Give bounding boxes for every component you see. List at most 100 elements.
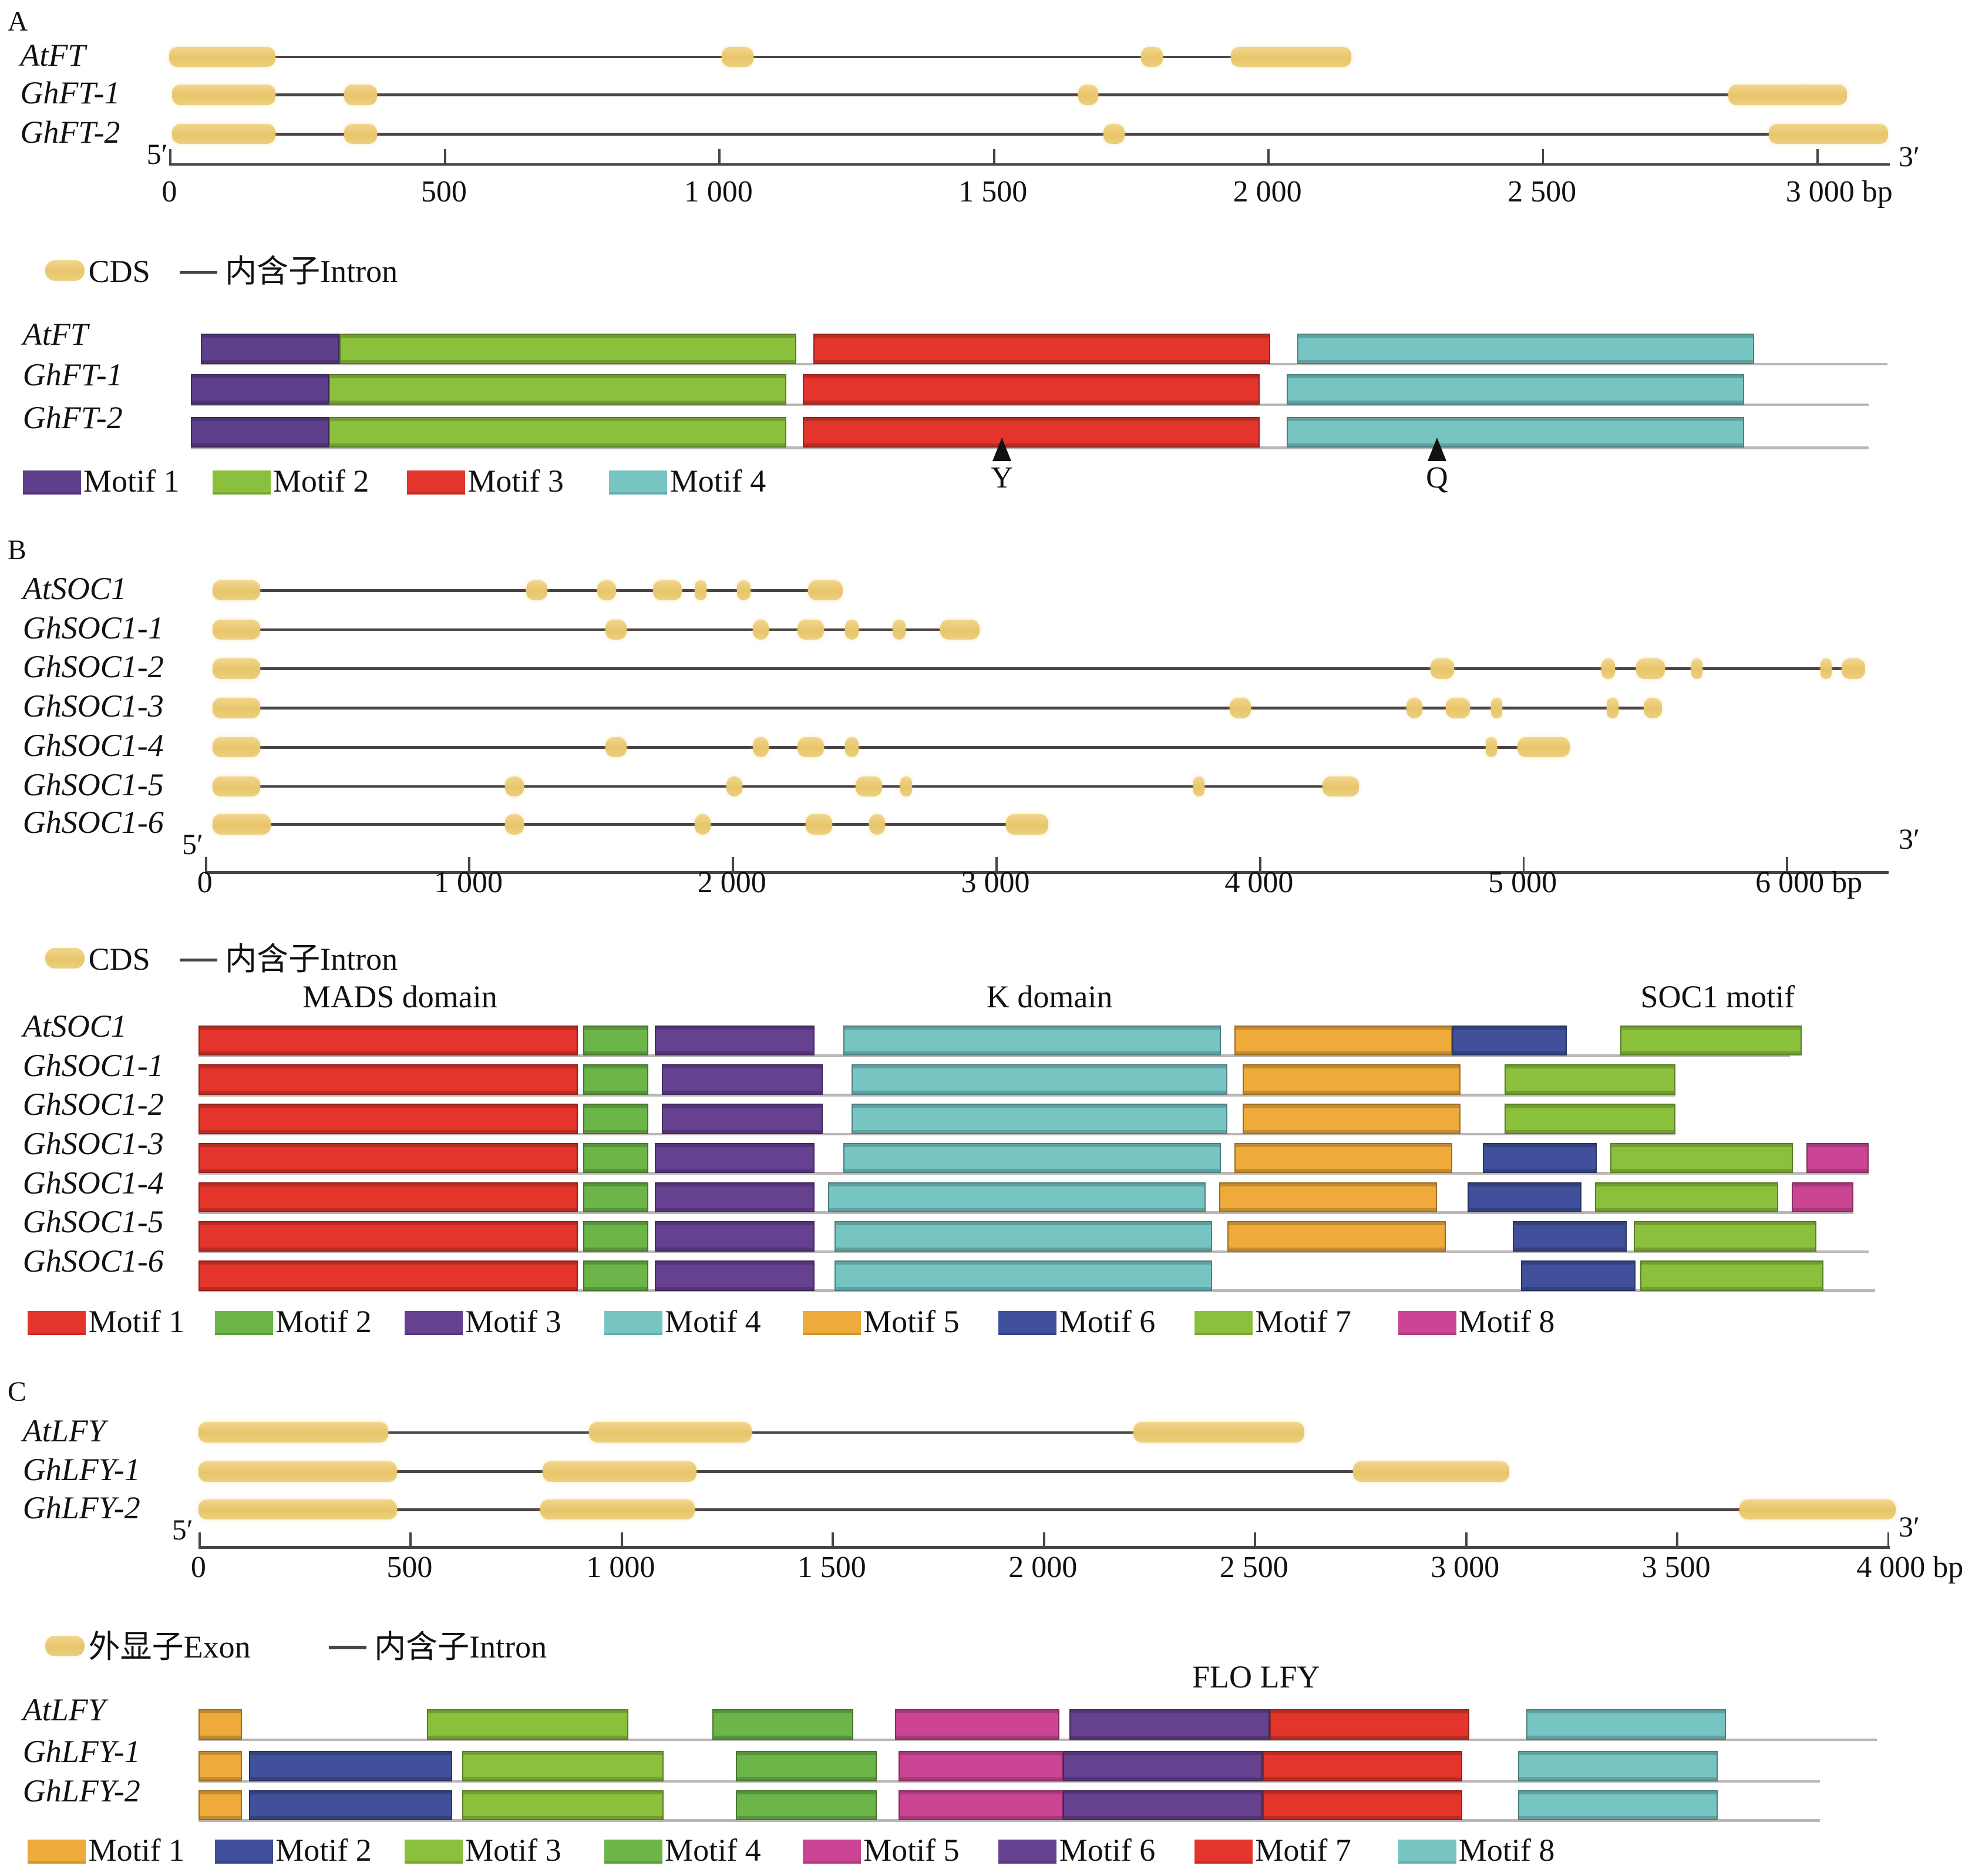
motif-2-block <box>583 1142 648 1174</box>
exon-block <box>605 737 627 758</box>
axis-tick-label: 0 <box>197 865 213 899</box>
motif-6-block <box>1467 1182 1582 1213</box>
intron-line <box>213 628 980 631</box>
exon-block <box>1607 698 1618 718</box>
gene-label: GhFT-1 <box>22 357 123 393</box>
motif-legend-swatch <box>1194 1311 1253 1335</box>
panel-letter: B <box>7 534 26 566</box>
motif-2-block <box>583 1064 648 1095</box>
gene-label: AtLFY <box>22 1692 106 1728</box>
exon-block <box>213 580 260 601</box>
exon-block <box>588 1422 752 1443</box>
exon-block <box>1728 85 1848 105</box>
exon-block <box>845 737 859 758</box>
domain-label: FLO LFY <box>1192 1659 1320 1695</box>
axis-tick-label: 4 000 <box>1224 865 1294 899</box>
exon-block <box>652 580 682 601</box>
motif-4-block <box>834 1260 1213 1291</box>
domain-label: K domain <box>986 979 1113 1015</box>
motif-legend-swatch <box>28 1311 86 1335</box>
exon-block <box>845 619 859 640</box>
motif-6-block <box>1482 1142 1597 1174</box>
exon-block <box>198 1461 397 1482</box>
motif-legend-swatch <box>998 1839 1057 1864</box>
motif-legend-label: Motif 2 <box>272 463 369 499</box>
domain-label: SOC1 motif <box>1640 979 1795 1015</box>
exon-block <box>797 737 825 758</box>
panel-letter: C <box>7 1376 26 1408</box>
axis-tick <box>1267 149 1270 164</box>
motif-5-block <box>1219 1182 1438 1213</box>
motif-1-block <box>198 1104 578 1134</box>
axis-tick-label: 0 <box>190 1551 206 1585</box>
exon-block <box>213 698 260 718</box>
axis-tick <box>443 149 446 164</box>
gene-label: GhSOC1-2 <box>22 649 164 685</box>
motif-legend-label: Motif 3 <box>465 1833 561 1868</box>
axis-tick <box>409 1532 412 1548</box>
exon-block <box>198 1499 397 1520</box>
motif-4-block <box>827 1182 1206 1213</box>
motif-legend-swatch <box>1398 1839 1456 1864</box>
motif-4-block <box>1297 334 1754 364</box>
motif-3-block <box>462 1790 664 1821</box>
motif-legend-swatch <box>214 1311 273 1335</box>
motif-2-block <box>583 1182 648 1213</box>
axis-tick-label: 3 000 bp <box>1785 175 1893 209</box>
motif-5-block <box>1234 1142 1453 1174</box>
motif-legend-label: Motif 4 <box>665 1833 761 1868</box>
axis-tick <box>1465 1532 1468 1548</box>
intron-line <box>213 707 1663 710</box>
exon-block <box>1485 737 1498 758</box>
intron-legend-label: 内含子Intron <box>225 253 398 289</box>
motif-3-block <box>655 1182 815 1213</box>
exon-legend-label: CDS <box>88 253 150 289</box>
exon-block <box>856 776 883 797</box>
gene-label: GhSOC1-1 <box>22 610 164 645</box>
motif-legend-label: Motif 1 <box>88 1833 185 1868</box>
protein-backbone <box>198 1780 1821 1783</box>
intron-legend-swatch <box>179 270 218 274</box>
motif-1-block <box>198 1182 578 1213</box>
motif-3-block <box>426 1709 628 1740</box>
exon-legend-label: 外显子Exon <box>88 1629 251 1665</box>
gene-label: GhSOC1-6 <box>22 805 164 840</box>
axis-tick <box>1542 149 1544 164</box>
panel-letter: A <box>7 5 28 37</box>
axis-tick-label: 1 000 <box>586 1551 655 1585</box>
motif-legend-swatch <box>802 1839 861 1864</box>
motif-legend-label: Motif 3 <box>467 463 564 499</box>
motif-legend-label: Motif 2 <box>275 1833 372 1868</box>
exon-block <box>1005 814 1048 835</box>
axis-tick <box>1522 857 1525 873</box>
gene-label: GhSOC1-1 <box>22 1047 164 1083</box>
motif-2-block <box>339 334 796 364</box>
motif-5-block <box>898 1751 1064 1781</box>
motif-4-block <box>851 1064 1228 1095</box>
intron-line <box>172 93 1848 96</box>
axis-tick-label: 5 000 <box>1488 865 1557 899</box>
motif-legend-label: Motif 5 <box>863 1304 960 1340</box>
exon-block <box>1406 698 1423 718</box>
motif-legend-label: Motif 8 <box>1458 1833 1555 1868</box>
axis-tick-label: 500 <box>386 1551 433 1585</box>
motif-5-block <box>1234 1025 1453 1056</box>
exon-block <box>737 580 751 601</box>
motif-2-block <box>329 417 786 448</box>
motif-7-block <box>1595 1182 1778 1213</box>
three-prime-label: 3′ <box>1898 140 1920 173</box>
motif-3-block <box>803 374 1260 405</box>
exon-block <box>213 658 260 679</box>
motif-8-block <box>1526 1709 1727 1740</box>
exon-block <box>1103 123 1125 144</box>
motif-3-block <box>661 1104 823 1134</box>
gene-label: GhSOC1-4 <box>22 727 164 763</box>
motif-1-block <box>198 1790 243 1821</box>
motif-1-block <box>201 334 339 364</box>
intron-legend-label: 内含子Intron <box>225 941 398 977</box>
motif-3-block <box>655 1260 815 1291</box>
exon-block <box>169 46 275 68</box>
axis-tick-label: 1 000 <box>433 865 503 899</box>
protein-backbone <box>198 1289 1876 1293</box>
motif-7-block <box>1620 1025 1802 1056</box>
